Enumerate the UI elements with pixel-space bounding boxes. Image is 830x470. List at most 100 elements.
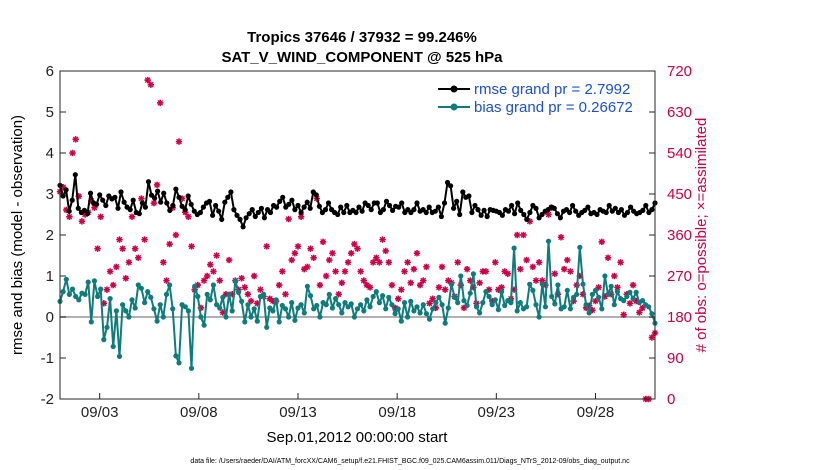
rmse-point: [454, 198, 460, 204]
rmse-point: [466, 193, 472, 199]
rmse-point: [444, 179, 451, 186]
rmse-point: [301, 204, 307, 210]
bias-point: [583, 302, 589, 308]
rmse-point: [219, 216, 225, 222]
rmse-point: [335, 211, 341, 218]
rmse-point: [469, 209, 475, 216]
obs-marker: [351, 240, 358, 248]
bias-point: [586, 310, 592, 316]
obs-marker: [617, 259, 624, 266]
rmse-point: [130, 197, 136, 203]
obs-marker: [482, 268, 490, 275]
obs-marker: [163, 277, 170, 284]
obs-marker: [441, 286, 449, 293]
bias-point: [235, 289, 242, 295]
obs-marker: [175, 138, 183, 145]
bias-point: [502, 302, 508, 309]
obs-marker: [285, 215, 292, 223]
rmse-point: [75, 205, 81, 211]
rmse-point: [380, 207, 386, 213]
obs-marker: [78, 218, 86, 225]
bias-point: [364, 297, 370, 303]
rmse-point: [139, 200, 145, 206]
rmse-point: [176, 194, 182, 200]
obs-marker: [357, 268, 364, 275]
obs-marker: [379, 236, 386, 243]
obs-marker: [385, 259, 393, 266]
obs-marker: [257, 286, 264, 293]
obs-marker: [203, 272, 211, 280]
bias-point: [596, 294, 602, 300]
bias-point: [530, 287, 536, 293]
obs-marker: [326, 256, 333, 264]
bias-point: [649, 311, 655, 317]
rmse-point: [197, 209, 203, 216]
bias-point: [455, 300, 461, 306]
rmse-point: [441, 200, 448, 206]
obs-marker: [476, 279, 483, 287]
rmse-point: [258, 205, 264, 211]
bias-point: [104, 324, 110, 330]
bias-point: [245, 302, 251, 308]
y-tick-label: 1: [46, 268, 54, 285]
x-axis: 09/03 09/08 09/13 09/18 09/23 09/28: [81, 393, 614, 421]
obs-marker: [413, 250, 421, 257]
bias-point: [69, 286, 76, 292]
rmse-point: [594, 211, 600, 218]
rmse-point: [167, 207, 173, 213]
obs-marker: [598, 238, 605, 246]
bias-point: [611, 302, 617, 308]
obs-marker: [310, 254, 317, 261]
bias-point: [323, 302, 329, 308]
legend-rmse-marker: [450, 85, 458, 93]
rmse-point: [231, 207, 237, 213]
bias-point: [126, 314, 132, 320]
bias-point: [239, 298, 245, 304]
rmse-point: [570, 202, 576, 209]
bias-point: [348, 301, 354, 307]
obs-marker: [557, 234, 565, 241]
rmse-point: [142, 204, 148, 210]
bias-point: [389, 302, 395, 308]
bias-point: [73, 293, 79, 300]
bias-point: [470, 271, 476, 277]
rmse-point: [115, 205, 121, 211]
rmse-point: [448, 183, 454, 189]
bias-point: [358, 302, 364, 308]
obs-marker: [319, 238, 327, 246]
obs-marker: [276, 281, 283, 289]
bias-point: [286, 314, 292, 320]
bias-point: [430, 306, 436, 312]
obs-marker: [551, 270, 558, 277]
rmse-point: [286, 201, 292, 207]
bias-point: [542, 304, 549, 310]
rmse-point: [518, 207, 524, 213]
rmse-point: [460, 189, 466, 195]
bias-point: [88, 319, 94, 325]
bias-point: [220, 294, 226, 300]
bias-point: [473, 304, 480, 310]
bias-point: [439, 302, 445, 308]
y-tick-label: 3: [46, 186, 54, 203]
obs-marker: [354, 245, 361, 252]
bias-point: [370, 293, 376, 300]
obs-marker: [103, 286, 111, 293]
bias-point: [107, 296, 113, 302]
x-tick-label: 09/23: [478, 404, 516, 421]
rmse-point: [527, 209, 533, 216]
y-tick-label: 6: [46, 63, 54, 80]
obs-marker: [97, 213, 104, 220]
rmse-point: [557, 215, 564, 221]
rmse-point: [136, 211, 142, 217]
rmse-point: [432, 208, 438, 214]
obs-marker: [172, 231, 180, 239]
obs-marker: [316, 281, 324, 289]
obs-marker: [247, 297, 255, 305]
bias-point: [336, 302, 342, 308]
obs-marker: [329, 250, 336, 257]
rmse-point: [515, 200, 521, 206]
bias-point: [85, 279, 91, 285]
bias-point: [420, 302, 426, 308]
obs-marker: [504, 270, 512, 277]
rmse-point: [252, 213, 258, 220]
